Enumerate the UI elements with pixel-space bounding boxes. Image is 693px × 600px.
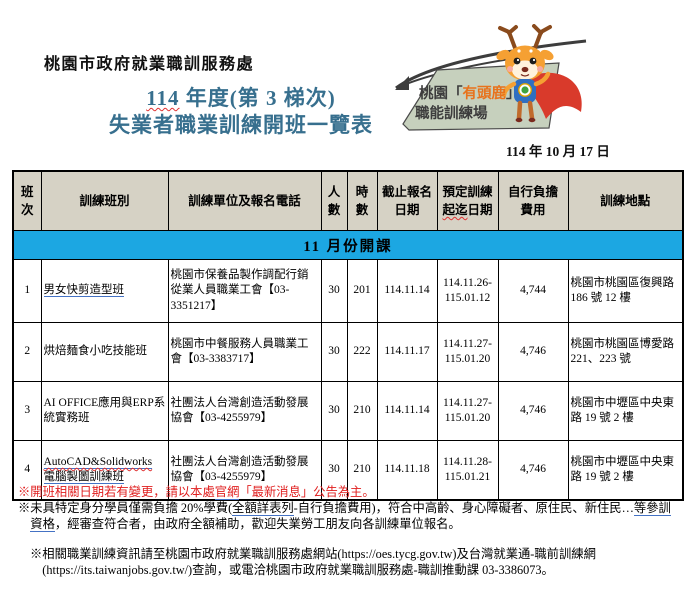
cell-location: 桃園市桃園區博愛路 221、223 號 — [567, 322, 684, 382]
cell-no: 4 — [12, 440, 42, 501]
table-row: 3 AI OFFICE應用與ERP系統實務班 社團法人台灣創造活動發展協會【03… — [12, 381, 684, 441]
cell-location: 桃園市中壢區中央東路 19 號 2 樓 — [567, 440, 684, 501]
cell-location: 桃園市桃園區復興路 186 號 12 樓 — [567, 259, 684, 323]
col-header-class-no: 班次 — [12, 170, 42, 231]
cell-deadline: 114.11.18 — [376, 440, 438, 501]
doc-title-line2: 失業者職業訓練開班一覽表 — [109, 113, 373, 137]
cell-period: 114.11.27- 115.01.20 — [436, 381, 499, 441]
cell-hours: 210 — [346, 440, 378, 501]
footer-notes: ※開班相關日期若有變更，請以本處官網「最新消息」公告為主。 ※未具特定身分學員僅… — [18, 484, 680, 578]
col-header-deadline: 截止報名 日期 — [376, 170, 438, 231]
cell-hours: 210 — [346, 381, 378, 441]
cell-unit: 社團法人台灣創造活動發展協會【03-4255979】 — [167, 440, 322, 501]
cell-fee: 4,744 — [497, 259, 569, 323]
cell-class-name: 男女快剪造型班 — [40, 259, 169, 323]
title-year: 114 — [146, 86, 180, 110]
note-schedule-change: ※開班相關日期若有變更，請以本處官網「最新消息」公告為主。 — [18, 485, 375, 500]
col-header-unit-phone: 訓練單位及報名電話 — [167, 170, 322, 231]
cell-fee: 4,746 — [497, 381, 569, 441]
note-fee-subsidy: ※未具特定身分學員僅需負擔 20%學費(全額詳表列-自行負擔費用)，符合中高齡、… — [18, 501, 671, 533]
cell-unit: 桃園市中餐服務人員職業工會【03-3383717】 — [167, 322, 322, 382]
course-table: 班次 訓練班別 訓練單位及報名電話 人數 時數 截止報名 日期 預定訓練 起迄日期 … — [12, 170, 684, 501]
section-row-november: 11 月份開課 — [12, 230, 684, 260]
table-row: 4 AutoCAD&Solidworks 電腦製圖訓練班 社團法人台灣創造活動發展… — [12, 440, 684, 501]
col-header-period: 預定訓練 起迄日期 — [436, 170, 499, 231]
class-name-link[interactable]: 電腦製圖訓練班 — [43, 471, 124, 484]
cell-unit: 桃園市保養品製作調配行銷從業人員職業工會【03-3351217】 — [167, 259, 322, 323]
cell-deadline: 114.11.14 — [376, 381, 438, 441]
table-row: 2 烘焙麵食小吃技能班 桃園市中餐服務人員職業工會【03-3383717】 30… — [12, 322, 684, 382]
fee-detail-link[interactable]: 全額詳表列 — [232, 501, 294, 517]
note-contact-info: ※相關職業訓練資訊請至桃園市政府就業職訓服務處網站(https://oes.ty… — [30, 546, 596, 577]
doc-title-line1: 114 年度(第 3 梯次) — [10, 82, 472, 112]
official-site-link[interactable]: 官網 — [214, 485, 240, 500]
logo-text-line2: 職能訓練場 — [415, 104, 488, 122]
col-header-location: 訓練地點 — [567, 170, 684, 231]
cell-class-name: 烘焙麵食小吃技能班 — [40, 322, 169, 382]
cell-hours: 201 — [346, 259, 378, 323]
cell-location: 桃園市中壢區中央東路 19 號 2 樓 — [567, 381, 684, 441]
cell-fee: 4,746 — [497, 440, 569, 501]
cell-fee: 4,746 — [497, 322, 569, 382]
course-table-wrap: 班次 訓練班別 訓練單位及報名電話 人數 時數 截止報名 日期 預定訓練 起迄日期 … — [12, 170, 684, 501]
col-header-fee: 自行負擔 費用 — [497, 170, 569, 231]
col-header-people: 人數 — [320, 170, 348, 231]
cell-class-name: AutoCAD&Solidworks 電腦製圖訓練班 — [40, 440, 169, 501]
class-name-link[interactable]: AutoCAD&Solidworks — [43, 455, 153, 469]
cell-deadline: 114.11.14 — [376, 259, 438, 323]
section-title: 11 月份開課 — [12, 230, 684, 260]
eligibility-link[interactable]: 等參訓資格 — [30, 501, 671, 533]
antlers-icon — [498, 24, 552, 50]
cell-period: 114.11.28- 115.01.21 — [436, 440, 499, 501]
title-rest: 年度(第 3 梯次) — [179, 86, 336, 110]
cell-deadline: 114.11.17 — [376, 322, 438, 382]
cell-no: 3 — [12, 381, 42, 441]
cell-hours: 222 — [346, 322, 378, 382]
cell-class-name: AI OFFICE應用與ERP系統實務班 — [40, 381, 169, 441]
table-row: 1 男女快剪造型班 桃園市保養品製作調配行銷從業人員職業工會【03-335121… — [12, 259, 684, 323]
class-name-link[interactable]: 男女快剪造型班 — [43, 284, 124, 298]
cell-unit: 社團法人台灣創造活動發展協會【03-4255979】 — [167, 381, 322, 441]
logo-text-line1: 桃園「有頭鹿」 — [419, 84, 521, 102]
cell-period: 114.11.27- 115.01.20 — [436, 322, 499, 382]
doc-date: 114 年 10 月 17 日 — [506, 144, 610, 159]
cell-no: 2 — [12, 322, 42, 382]
cell-people: 30 — [320, 381, 348, 441]
cell-people: 30 — [320, 322, 348, 382]
col-header-hours: 時數 — [346, 170, 378, 231]
cell-people: 30 — [320, 259, 348, 323]
deer-mascot-icon: 桃園「有頭鹿」 職能訓練場 — [395, 24, 587, 131]
cell-no: 1 — [12, 259, 42, 323]
arrow-tip-icon — [395, 76, 409, 90]
cell-period: 114.11.26- 115.01.12 — [436, 259, 499, 323]
training-center-logo: 桃園「有頭鹿」 職能訓練場 — [393, 24, 593, 146]
cell-people: 30 — [320, 440, 348, 501]
col-header-class-name: 訓練班別 — [40, 170, 169, 231]
org-name: 桃園市政府就業職訓服務處 — [44, 56, 255, 73]
header-row: 班次 訓練班別 訓練單位及報名電話 人數 時數 截止報名 日期 預定訓練 起迄日期 … — [12, 170, 684, 231]
